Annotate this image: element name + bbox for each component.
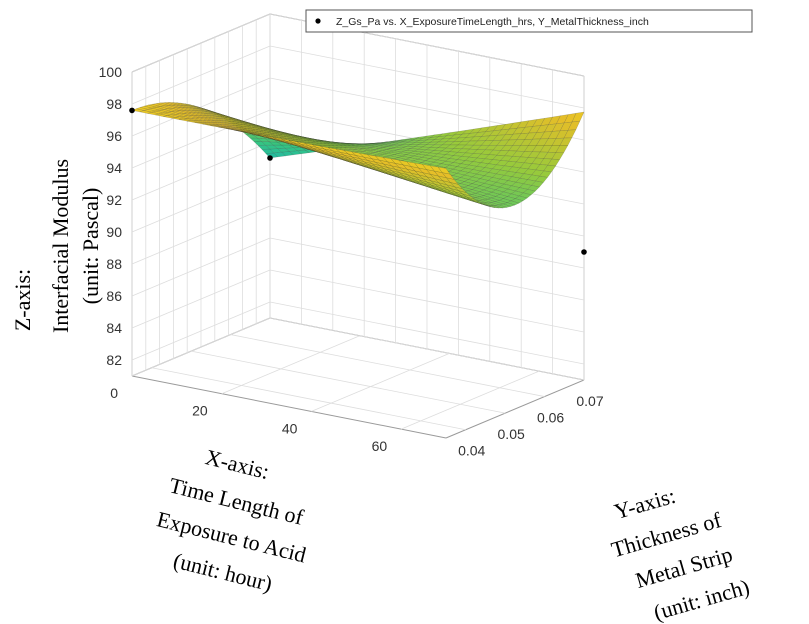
x-tick-label: 20 [192, 403, 208, 419]
z-axis-title: Z-axis: Interfacial Modulus (unit: Pasca… [10, 159, 103, 333]
y-tick-label: 0.04 [458, 443, 485, 459]
z-tick-label: 86 [106, 288, 122, 304]
z-tick-label: 100 [99, 64, 123, 80]
surface-cell [555, 145, 569, 154]
surface-cell [551, 152, 565, 160]
gridline [269, 205, 585, 269]
legend-marker [315, 18, 321, 24]
data-point [129, 107, 135, 114]
gridline [230, 334, 545, 397]
z-tick-label: 96 [106, 128, 122, 144]
data-points [129, 107, 587, 255]
gridline [131, 173, 271, 233]
y-axis-title: Y-axis: Thickness of Metal Strip (unit: … [609, 483, 753, 624]
gridline [221, 335, 360, 395]
gridline [131, 109, 271, 169]
z-tick-label: 88 [106, 256, 122, 272]
y-tick-label: 0.05 [498, 426, 525, 442]
axes-box-edge [445, 379, 585, 439]
surface-cell [514, 195, 528, 202]
z-tick-label: 98 [106, 96, 122, 112]
gridline [269, 45, 585, 109]
surface-cell [510, 198, 524, 204]
z-tick-label: 90 [106, 224, 122, 240]
gridline [151, 367, 466, 431]
gridlines [131, 13, 585, 431]
gridline [269, 173, 585, 237]
surface-cell [498, 203, 512, 208]
z-title-line: Interfacial Modulus [48, 159, 73, 333]
gridline [269, 301, 585, 365]
gridline [269, 317, 585, 381]
gridline [191, 350, 506, 414]
surface-cell [526, 185, 540, 192]
gridline [269, 237, 585, 301]
surface-cell [502, 202, 516, 207]
x-tick-label: 60 [372, 438, 388, 454]
legend: Z_Gs_Pa vs. X_ExposureTimeLength_hrs, Y_… [305, 9, 753, 33]
surface-mesh [131, 102, 585, 209]
surface-cell [482, 204, 495, 208]
legend-box [305, 9, 753, 33]
surface-cell [567, 120, 581, 131]
gridline [131, 317, 271, 377]
gridline [131, 141, 271, 201]
data-point [267, 155, 273, 161]
z-tick-label: 94 [106, 160, 122, 176]
gridline [131, 45, 271, 105]
surface-cell [466, 196, 479, 202]
surface-cell [531, 180, 544, 188]
gridline [131, 205, 271, 265]
y-tick-label: 0.07 [576, 393, 603, 409]
surface-cell [478, 202, 491, 208]
z-tick-label: 82 [106, 352, 122, 368]
y-tick-label: 0.06 [537, 410, 564, 426]
tick-labels: 82 84 86 88 90 92 94 96 98 100 0 20 40 60 0.04 0.05 0.06… [99, 64, 604, 459]
z-tick-label: 92 [106, 192, 122, 208]
x-tick-label: 0 [110, 385, 118, 401]
surface-cell [449, 182, 463, 190]
y-title-line: Y-axis: [611, 483, 678, 524]
gridline [311, 353, 450, 412]
surface-cell [506, 200, 520, 206]
axes-box [131, 13, 585, 439]
gridline [131, 77, 271, 137]
legend-label: Z_Gs_Pa vs. X_ExposureTimeLength_hrs, Y_… [336, 16, 649, 28]
gridline [131, 269, 271, 329]
z-title-line: (unit: Pascal) [78, 188, 103, 305]
gridline [131, 237, 271, 297]
x-axis-title: X-axis: Time Length of Exposure to Acid … [154, 444, 308, 596]
surface-cell [437, 166, 451, 175]
gridline [269, 269, 585, 333]
gridline [400, 370, 540, 430]
x-tick-label: 40 [282, 420, 298, 436]
gridline [131, 13, 271, 73]
axes-box-edge [131, 375, 447, 439]
surface-cell [458, 190, 471, 197]
z-title-line: Z-axis: [10, 269, 35, 331]
gridline [131, 301, 271, 361]
z-tick-label: 84 [106, 320, 122, 336]
x-title-line: X-axis: [203, 444, 272, 484]
data-point [581, 249, 587, 255]
